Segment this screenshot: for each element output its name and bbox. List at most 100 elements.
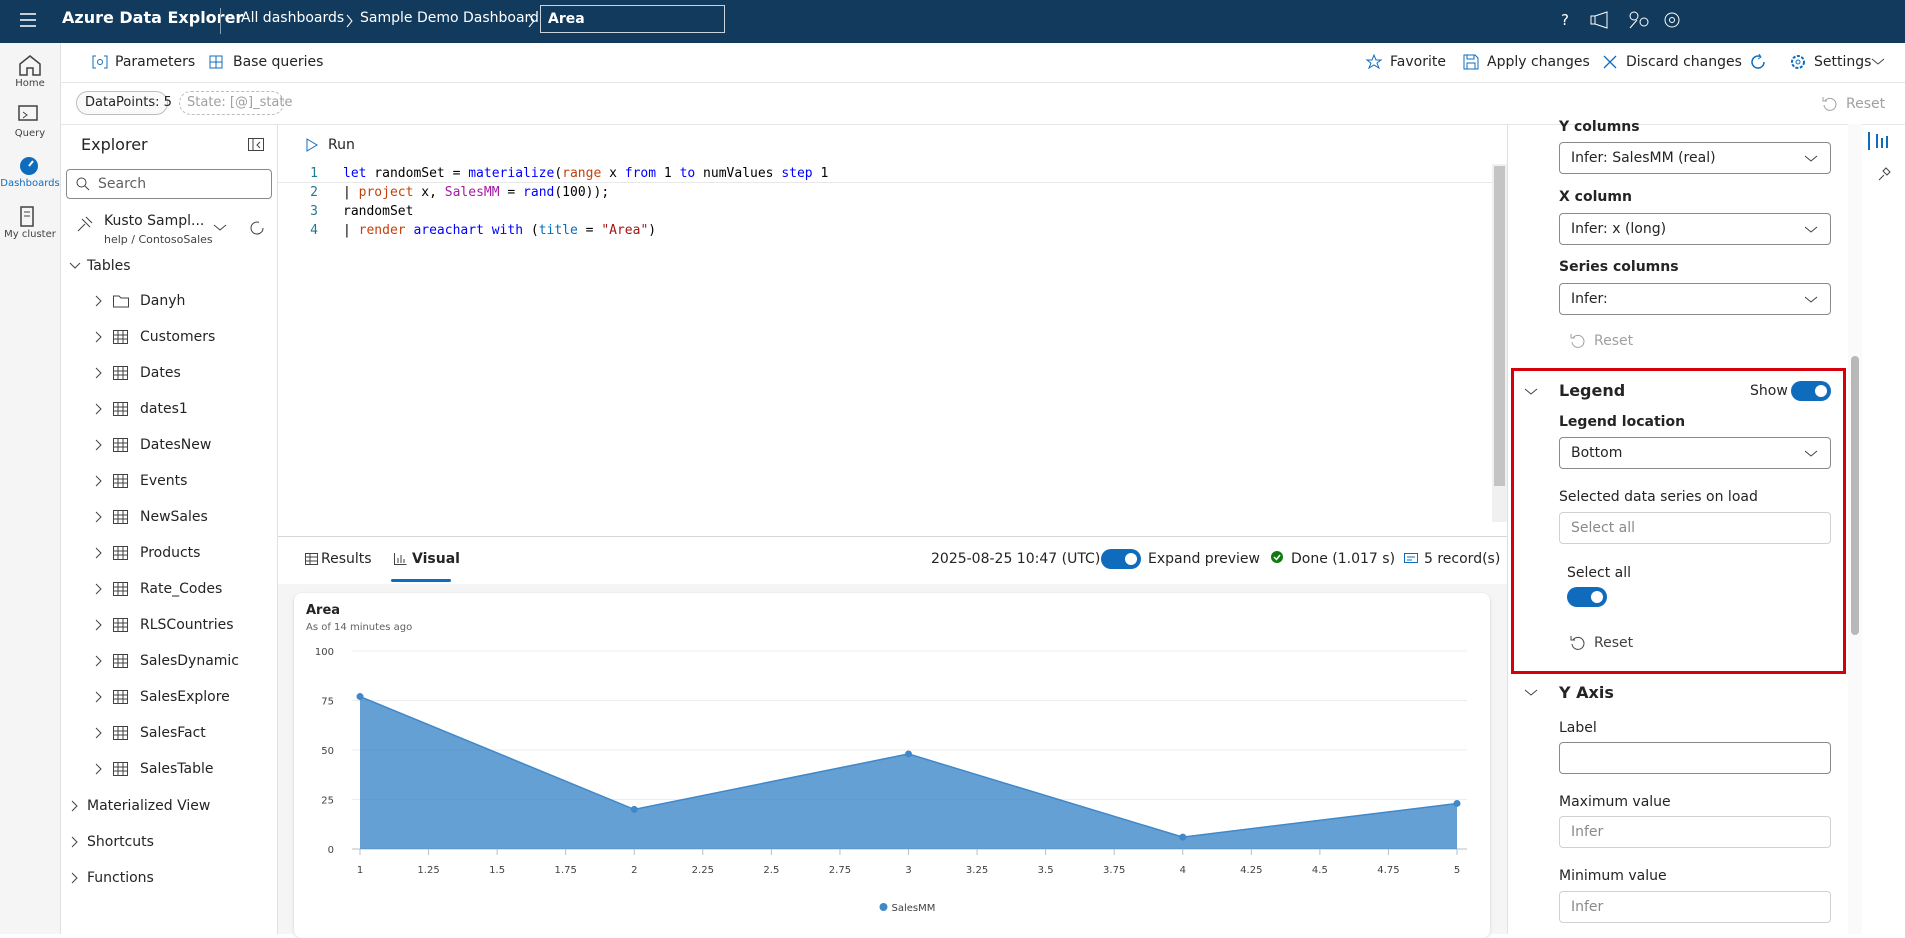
tree-node[interactable]: Customers — [140, 329, 216, 345]
discard-icon — [1603, 55, 1617, 69]
dropdown[interactable] — [1559, 742, 1831, 774]
done-icon — [1271, 551, 1283, 563]
tree-node[interactable]: Tables — [87, 258, 131, 274]
dropdown[interactable] — [1559, 891, 1831, 923]
collapse-icon[interactable] — [248, 138, 264, 152]
toggle[interactable] — [1791, 381, 1831, 401]
tree-node[interactable]: Events — [140, 473, 188, 489]
tree-node[interactable]: Materialized View — [87, 798, 211, 814]
app-title[interactable]: Azure Data Explorer — [62, 8, 244, 27]
tree-node[interactable]: SalesFact — [140, 725, 206, 741]
tree-node[interactable]: SalesDynamic — [140, 653, 240, 669]
reset-button[interactable]: Reset — [1846, 96, 1886, 112]
toolbar-button[interactable]: Settings — [1814, 54, 1872, 70]
parameter-chip[interactable] — [179, 91, 284, 115]
code-token: SalesMM — [444, 185, 500, 200]
code-token: | — [343, 223, 359, 238]
dropdown[interactable] — [1559, 283, 1831, 315]
tab[interactable]: Visual — [412, 551, 460, 567]
code-line: randomSet — [343, 203, 413, 221]
chevron[interactable] — [213, 224, 227, 232]
toolbar-button[interactable]: Favorite — [1390, 54, 1446, 70]
data-point — [1453, 799, 1461, 807]
tree-node[interactable]: SalesExplore — [140, 689, 230, 705]
tree-node[interactable]: Functions — [87, 870, 154, 886]
tree-node[interactable]: Shortcuts — [87, 834, 154, 850]
tree-node[interactable]: SalesTable — [140, 761, 214, 777]
tree-node[interactable]: RLSCountries — [140, 617, 234, 633]
chevron — [71, 836, 78, 848]
breadcrumb[interactable]: All dashboards — [241, 10, 345, 26]
dropdown[interactable] — [1559, 437, 1831, 469]
code-line: let randomSet = materialize(range x from… — [343, 165, 828, 183]
chevron[interactable] — [1871, 58, 1885, 66]
tile-name-input[interactable] — [540, 5, 725, 33]
dropdown[interactable] — [1559, 213, 1831, 245]
reset-icon — [1570, 334, 1585, 348]
reset-button[interactable]: Reset — [1594, 635, 1634, 651]
y-tick-label: 75 — [321, 697, 334, 708]
toolbar-button[interactable]: Discard changes — [1626, 54, 1742, 70]
cluster-name[interactable]: Kusto Sampl... — [104, 213, 205, 229]
tree-node[interactable]: NewSales — [140, 509, 208, 525]
dropdown[interactable] — [1559, 512, 1831, 544]
tree-node[interactable]: dates1 — [140, 401, 188, 417]
toggle[interactable] — [1567, 587, 1607, 607]
code-token: (100)); — [554, 185, 610, 200]
run-button[interactable]: Run — [328, 137, 355, 153]
code-line: | project x, SalesMM = rand(100)); — [343, 184, 609, 202]
tree-node[interactable]: Rate_Codes — [140, 581, 223, 597]
code-token: rand — [523, 185, 555, 200]
search-box[interactable] — [66, 169, 272, 199]
parameter-chip-label: DataPoints: 5 — [85, 95, 172, 110]
tab[interactable]: Results — [321, 551, 372, 567]
toggle-label: Show — [1750, 383, 1788, 399]
x-tick-label: 3.75 — [1103, 865, 1125, 876]
refresh-icon[interactable] — [1750, 53, 1766, 70]
nav-label[interactable]: Query — [14, 128, 46, 139]
field-label: X column — [1559, 189, 1632, 205]
settings-icon — [1791, 55, 1805, 69]
chevron — [71, 872, 78, 884]
tree-node[interactable]: DatesNew — [140, 437, 212, 453]
dashboards-icon[interactable] — [17, 155, 43, 177]
dropdown[interactable] — [1559, 816, 1831, 848]
legend-marker — [879, 903, 888, 911]
dropdown[interactable] — [1559, 142, 1831, 174]
toolbar-button[interactable]: Parameters — [115, 54, 196, 70]
parameter-chip[interactable] — [76, 91, 168, 115]
section-title[interactable]: Y Axis — [1559, 683, 1614, 702]
code-token: areachart — [405, 223, 484, 238]
tree-node[interactable]: Products — [140, 545, 201, 561]
side-icons[interactable] — [1876, 132, 1894, 182]
cluster-icon[interactable] — [19, 206, 45, 228]
home-icon[interactable] — [17, 54, 43, 76]
table-icon — [113, 690, 128, 704]
section-title[interactable]: Legend — [1559, 381, 1626, 400]
query-icon[interactable] — [17, 104, 43, 126]
breadcrumb[interactable]: Sample Demo Dashboard — [360, 10, 539, 26]
divider — [277, 124, 278, 934]
toggle[interactable] — [1101, 549, 1141, 569]
nav-label[interactable]: My cluster — [4, 229, 56, 240]
side-selection — [1868, 132, 1870, 150]
refresh-icon[interactable] — [249, 220, 265, 236]
toolbar-button[interactable]: Apply changes — [1487, 54, 1590, 70]
scrollbar-thumb[interactable] — [1494, 166, 1505, 486]
chevron — [95, 655, 102, 667]
nav-label[interactable]: Dashboards — [0, 178, 60, 189]
tree-node[interactable]: Dates — [140, 365, 181, 381]
scrollbar-thumb[interactable] — [1851, 356, 1859, 635]
chevron[interactable] — [69, 261, 81, 271]
table-icon — [113, 330, 128, 344]
nav-label[interactable]: Home — [15, 78, 45, 89]
menu-icon[interactable] — [20, 12, 38, 28]
code-token: ) — [648, 223, 657, 238]
reset-button[interactable]: Reset — [1594, 333, 1634, 349]
header-icons[interactable]: ? — [1557, 10, 1687, 32]
search-placeholder: Search — [98, 176, 147, 192]
tree-node[interactable]: Danyh — [140, 293, 186, 309]
toolbar-button[interactable]: Base queries — [233, 54, 324, 70]
